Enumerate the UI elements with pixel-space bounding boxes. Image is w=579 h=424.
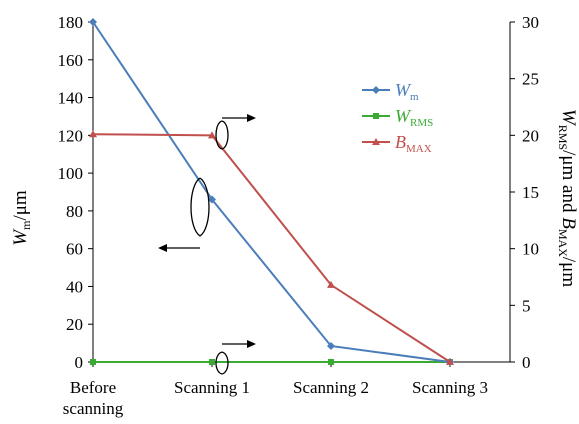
left-tick-label: 140 [58,89,84,108]
series-w-rms [90,359,453,365]
right-axis-arrow-wrms [216,340,256,374]
legend-item: Wm [362,80,419,103]
right-tick-label: 0 [522,353,531,372]
series-b-max [89,130,454,365]
x-tick-label: Before scanning [63,378,124,418]
left-tick-label: 0 [75,353,84,372]
left-tick-label: 160 [58,51,84,70]
legend-marker [372,86,380,94]
series-line [93,134,450,362]
x-tick-label-line: Scanning 1 [174,378,250,397]
arrow-head [247,340,256,348]
legend-label-sub: MAX [406,143,432,155]
left-tick-label: 100 [58,164,84,183]
legend-label: BMAX [395,132,432,155]
rotation-arrow-annotations [158,114,256,374]
legend-label-sub: m [410,91,419,103]
data-point [328,359,334,365]
right-tick-label: 15 [522,183,539,202]
right-axis-label-part: B [558,217,579,229]
series-w-m [89,18,454,366]
right-axis-ticks: 0 5 10 15 20 25 30 [510,13,539,372]
left-axis-arrow-wm [158,178,209,252]
x-tick-label-line: Scanning 3 [412,378,488,397]
right-tick-label: 30 [522,13,539,32]
data-point [209,359,215,365]
right-tick-label: 5 [522,296,531,315]
legend-item: WRMS [362,106,433,129]
left-axis-ticks: 0 20 40 60 80 100 120 140 160 180 [58,13,94,372]
x-tick-label: Scanning 2 [293,378,369,397]
legend-label: WRMS [395,106,433,129]
legend: Wm WRMS BMAX [362,80,433,155]
x-tick-label: Scanning 1 [174,378,250,397]
left-tick-label: 120 [58,126,84,145]
legend-marker [373,113,379,119]
left-tick-label: 80 [66,202,83,221]
series-lines [89,18,454,366]
right-tick-label: 10 [522,240,539,259]
x-tick-label: Scanning 3 [412,378,488,397]
x-tick-label-line: Scanning 2 [293,378,369,397]
legend-label: Wm [395,80,419,103]
left-tick-label: 20 [66,315,83,334]
left-axis-label-rest: /μm [10,190,31,220]
left-axis-label: Wm/μm [10,190,33,246]
right-axis-label: WRMS/μm and BMAX/μm [556,109,579,287]
left-tick-label: 60 [66,240,83,259]
series-line [93,22,450,362]
legend-label-main: B [395,132,406,152]
legend-item: BMAX [362,132,432,155]
legend-label-sub: RMS [410,117,433,129]
right-tick-label: 25 [522,70,539,89]
arrow-head [247,114,256,122]
x-tick-label-line: Before [70,378,116,397]
right-axis-label-part: RMS [556,125,570,150]
right-tick-label: 20 [522,126,539,145]
right-axis-arrow-bmax [216,114,256,149]
x-tick-label-line: scanning [63,399,124,418]
left-tick-label: 180 [58,13,84,32]
rotation-loop [216,121,228,149]
left-tick-label: 40 [66,277,83,296]
arrow-head [158,244,167,252]
right-axis-label-part: /μm [558,257,579,287]
right-axis-label-part: /μm and [558,150,579,217]
x-axis-ticks: Before scanning Scanning 1 Scanning 2 Scanni… [63,362,488,418]
rotation-loop [191,178,209,236]
right-axis-label-part: MAX [556,229,570,257]
data-point [90,359,96,365]
